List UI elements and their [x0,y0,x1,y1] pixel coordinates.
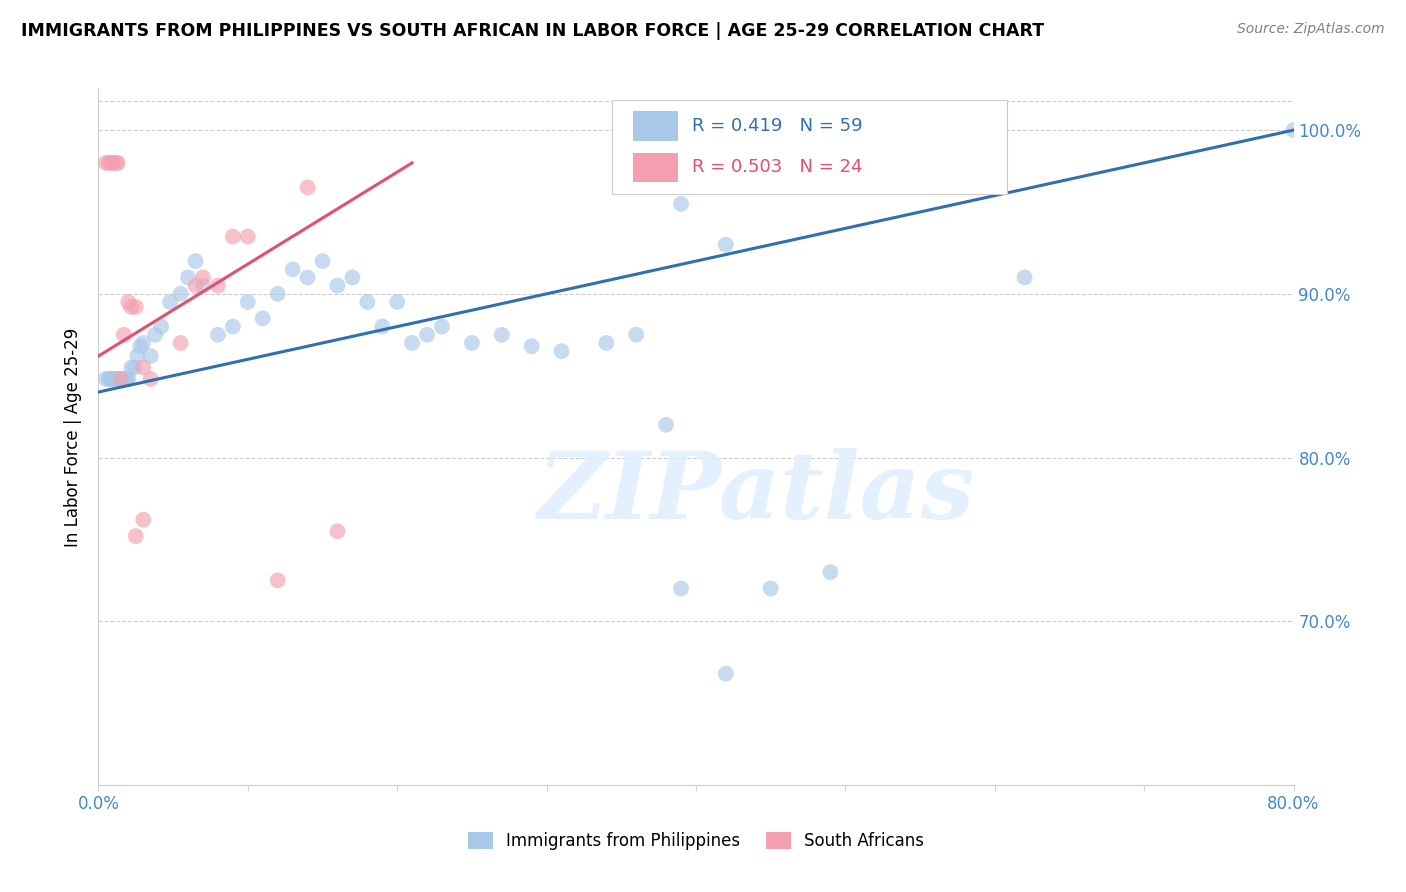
Point [356,295,378,310]
Point [191,278,214,293]
Point [97,372,120,386]
Point [184,254,207,268]
Point [117,372,139,386]
Point [714,666,737,681]
Point [236,229,259,244]
Bar [633,153,678,182]
Point [125,529,148,543]
Point [105,156,128,170]
Point [491,327,513,342]
Point [669,196,692,211]
Point [115,372,138,386]
Point [1282,123,1305,137]
Point [177,270,200,285]
Point [117,295,139,310]
Point [112,372,135,386]
Point [520,339,543,353]
Point [103,372,125,386]
Y-axis label: In Labor Force | Age 25-29: In Labor Force | Age 25-29 [65,327,83,547]
Point [114,372,136,386]
Point [101,156,124,170]
Point [169,286,191,301]
Point [98,372,122,386]
Point [184,278,207,293]
Point [326,524,349,539]
Point [94,372,117,386]
Point [124,360,146,375]
Point [105,372,128,386]
Point [759,582,782,596]
Point [191,270,214,285]
Point [281,262,304,277]
Point [311,254,333,268]
Point [132,513,155,527]
Point [104,372,127,386]
Point [107,156,129,170]
FancyBboxPatch shape [613,100,1007,194]
Point [120,300,142,314]
Point [150,319,173,334]
Point [595,335,617,350]
Point [207,278,229,293]
Point [222,229,245,244]
Point [129,339,152,353]
Point [97,156,120,170]
Point [139,349,162,363]
Point [252,311,274,326]
Text: IMMIGRANTS FROM PHILIPPINES VS SOUTH AFRICAN IN LABOR FORCE | AGE 25-29 CORRELAT: IMMIGRANTS FROM PHILIPPINES VS SOUTH AFR… [21,22,1045,40]
Point [169,335,191,350]
Point [139,372,162,386]
Point [207,327,229,342]
Point [326,278,349,293]
Point [111,372,134,386]
Text: R = 0.419   N = 59: R = 0.419 N = 59 [692,117,863,135]
Point [1014,270,1036,285]
Point [655,417,678,432]
Point [371,319,394,334]
Bar [633,112,678,141]
Point [267,574,290,588]
Point [626,327,648,342]
Point [401,335,423,350]
Point [267,286,290,301]
Point [820,565,842,579]
Point [127,349,149,363]
Point [342,270,364,285]
Legend: Immigrants from Philippines, South Africans: Immigrants from Philippines, South Afric… [461,825,931,856]
Point [297,180,319,194]
Text: Source: ZipAtlas.com: Source: ZipAtlas.com [1237,22,1385,37]
Point [669,582,692,596]
Point [107,372,129,386]
Point [159,295,181,310]
Point [132,360,155,375]
Point [120,360,142,375]
Point [222,319,245,334]
Text: ZIPatlas: ZIPatlas [537,448,974,538]
Point [108,372,131,386]
Point [297,270,319,285]
Point [101,372,124,386]
Point [103,156,125,170]
Point [132,335,155,350]
Point [416,327,439,342]
Point [94,156,117,170]
Point [550,344,572,359]
Point [236,295,259,310]
Point [461,335,484,350]
Point [110,372,132,386]
Point [714,237,737,252]
Point [125,300,148,314]
Text: R = 0.503   N = 24: R = 0.503 N = 24 [692,158,863,176]
Point [110,372,132,386]
Point [112,327,135,342]
Point [430,319,453,334]
Point [143,327,166,342]
Point [385,295,409,310]
